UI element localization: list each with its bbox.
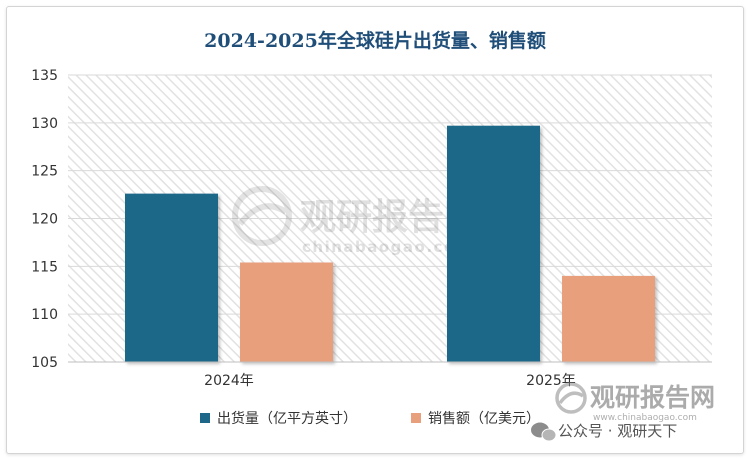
x-axis-ticks: 2024年 2025年 — [204, 373, 576, 389]
legend: 出货量（亿平方英寸） 销售额（亿美元） — [200, 410, 540, 427]
bar-revenue-1 — [240, 262, 333, 362]
y-tick-label: 110 — [31, 307, 58, 323]
footer-url: www.chinabaogao.com — [593, 413, 697, 423]
y-tick-label: 105 — [31, 355, 58, 371]
footer-watermark: 观研报告网 www.chinabaogao.com 公众号 · 观研天下 — [531, 382, 715, 442]
legend-label-revenue: 销售额（亿美元） — [428, 411, 540, 427]
y-tick-label: 120 — [31, 212, 58, 228]
y-tick-label: 125 — [31, 164, 58, 180]
chart-title: 2024-2025年全球硅片出货量、销售额 — [204, 29, 546, 52]
footer-brand: 观研报告网 — [590, 383, 715, 412]
footer-logo-icon — [555, 382, 587, 414]
legend-swatch-revenue — [411, 413, 421, 423]
bar-shipment-2 — [447, 125, 540, 362]
y-tick-label: 115 — [31, 259, 58, 275]
wechat-icon — [531, 422, 557, 442]
y-tick-label: 135 — [31, 68, 58, 84]
bar-revenue-2 — [562, 275, 655, 362]
watermark-url: chinabaogao.com — [302, 238, 473, 256]
y-axis-ticks: 105 110 115 120 125 130 135 — [31, 68, 58, 371]
bar-shipment-1 — [125, 193, 218, 362]
watermark-logo-icon — [232, 186, 292, 246]
legend-label-shipment: 出货量（亿平方英寸） — [217, 410, 357, 427]
y-tick-label: 130 — [31, 116, 58, 132]
x-tick-label: 2025年 — [526, 373, 576, 389]
x-tick-label: 2024年 — [204, 373, 254, 389]
wechat-label: 公众号 · 观研天下 — [558, 422, 677, 440]
legend-swatch-shipment — [200, 413, 210, 423]
bars — [125, 125, 655, 362]
